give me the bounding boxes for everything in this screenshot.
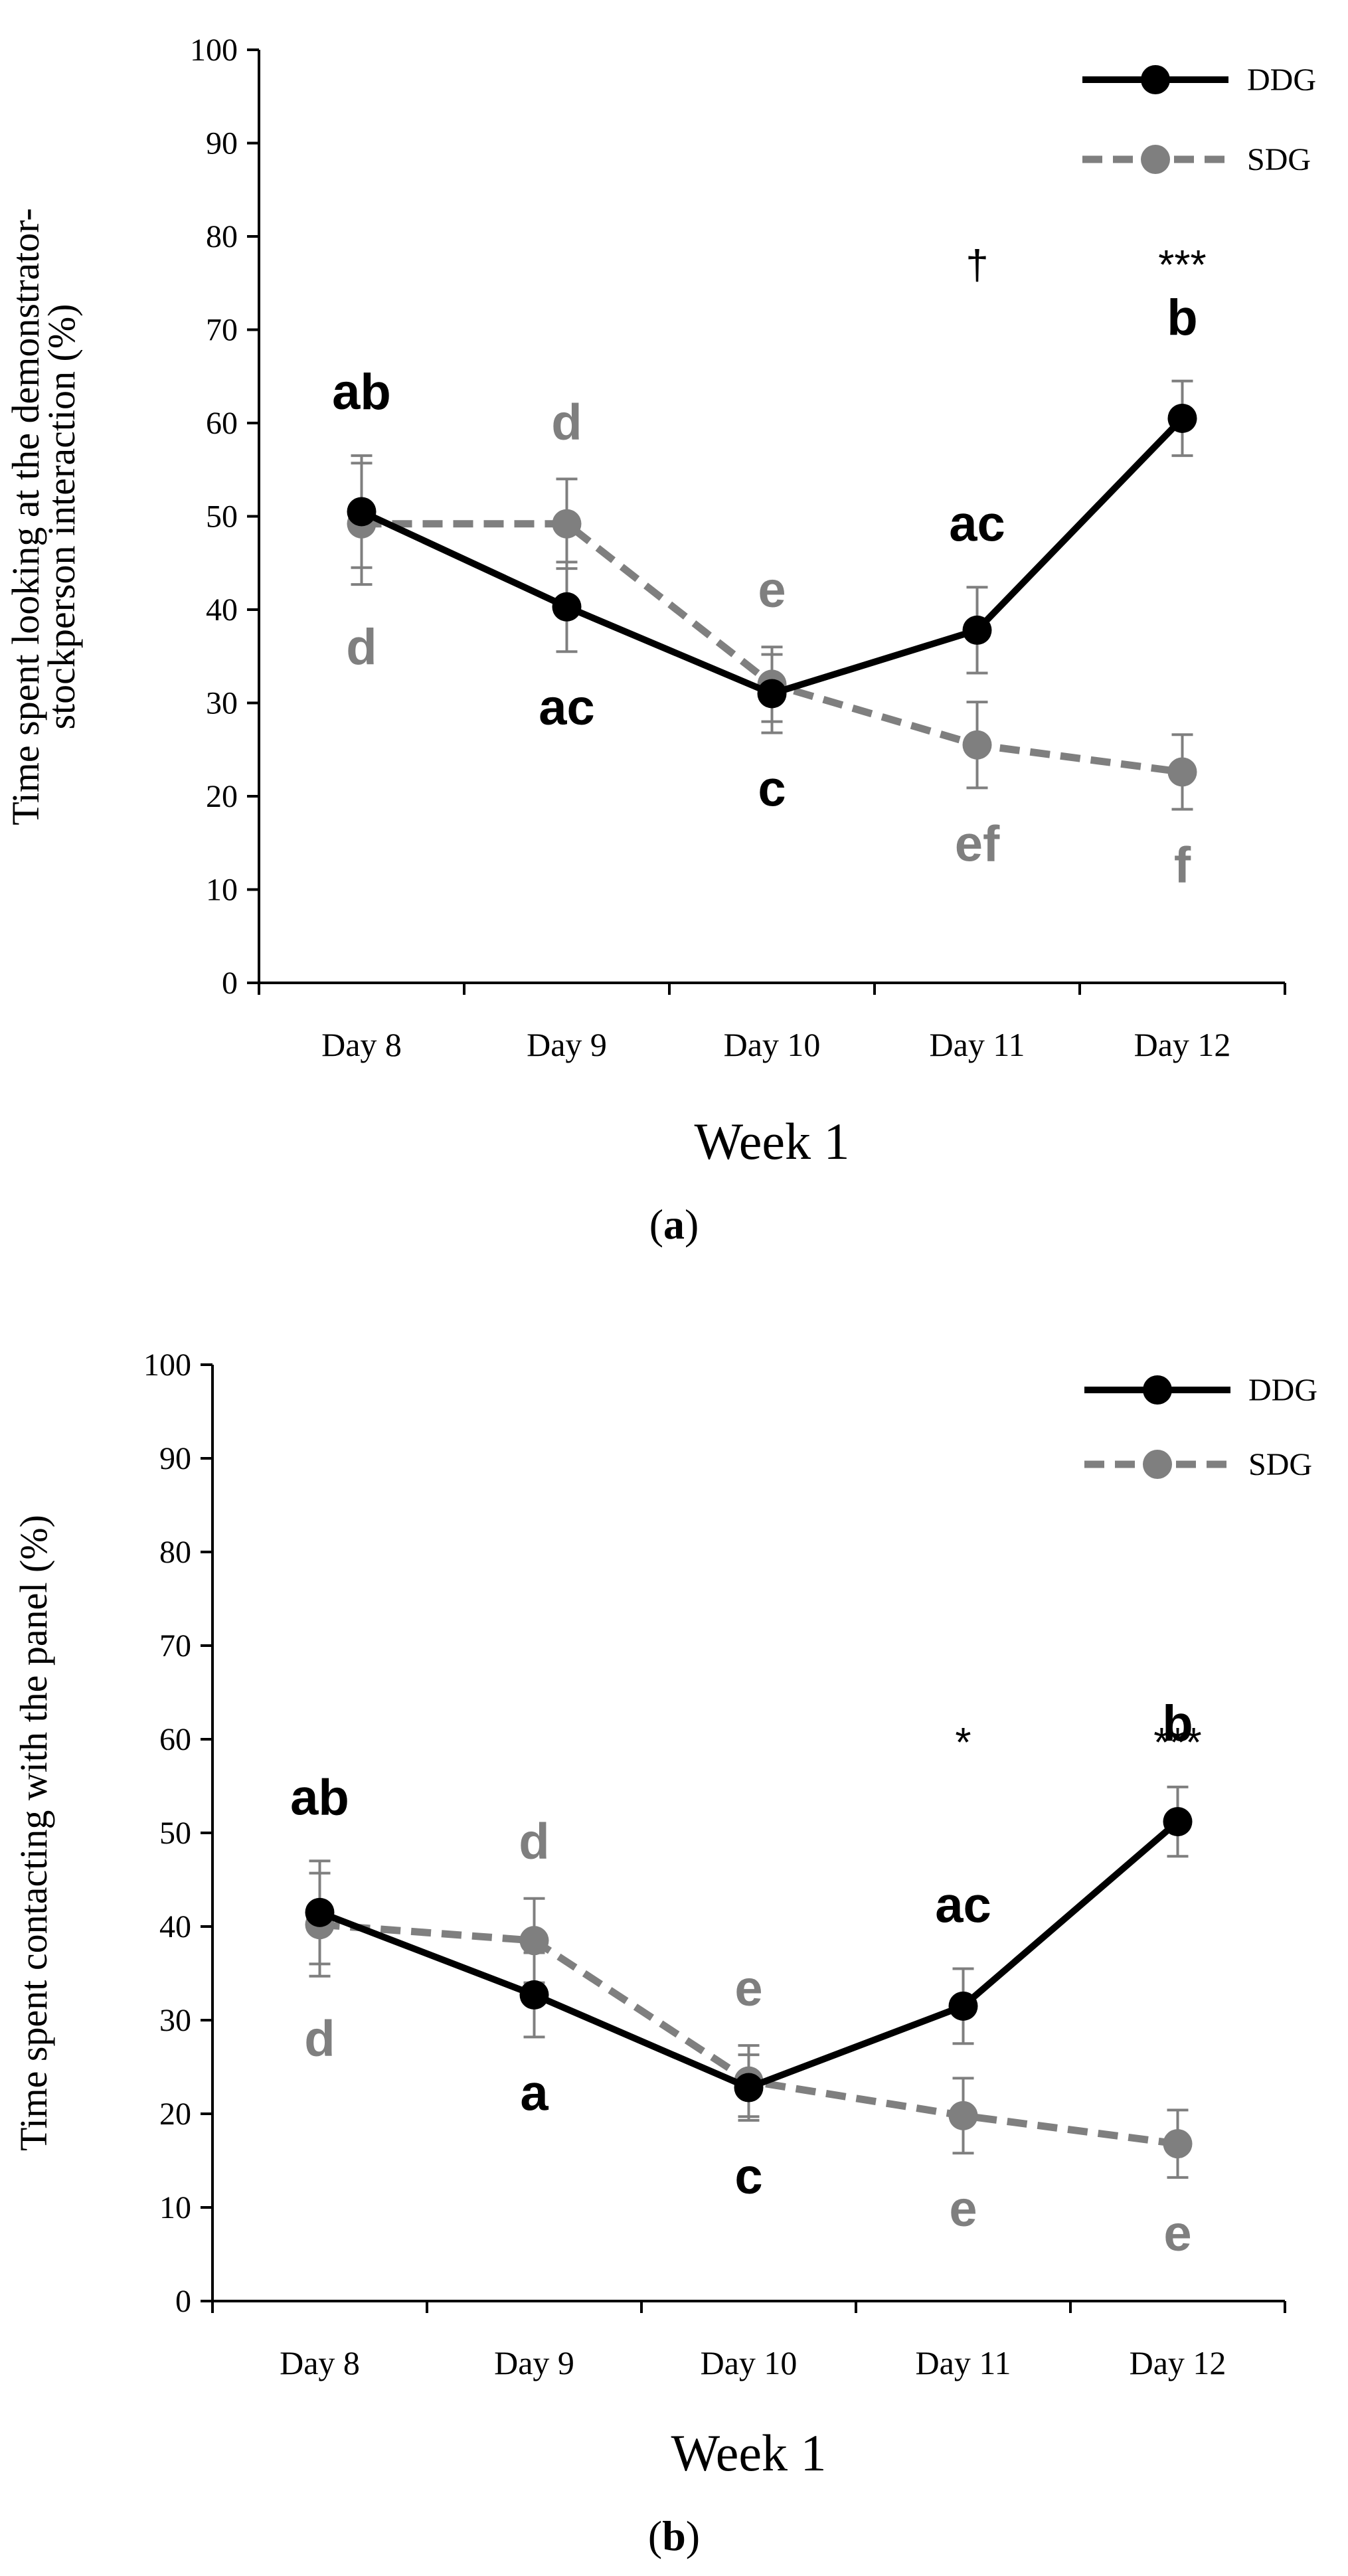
panel-a-y-tick-label: 50 (206, 499, 238, 535)
panel-a-series-sdg-letter: d (551, 394, 582, 450)
panel-a-series-sdg-point (552, 509, 582, 539)
panel-b-y-tick-label: 30 (159, 2003, 191, 2038)
panel-b-series-sdg-letter: d (519, 1814, 549, 1870)
panel-a-y-tick-label: 10 (206, 873, 238, 908)
panel-a-y-tick-label: 40 (206, 592, 238, 628)
panel-a-x-tick-label: Day 11 (930, 1026, 1025, 1063)
panel-a-series-sdg-letter: f (1174, 837, 1191, 894)
panel-b-series-sdg-letter: e (1163, 2205, 1191, 2262)
panel-a-series-ddg-letter: ac (539, 679, 595, 736)
panel-a-y-tick-label: 20 (206, 779, 238, 814)
panel-a-series-sdg-point (962, 730, 992, 760)
panel-b-significance-marker: * (955, 1720, 971, 1766)
panel-a-legend-marker-ddg (1141, 65, 1170, 94)
panel-b-significance-marker: *** (1153, 1720, 1201, 1766)
panel-b-y-tick-label: 0 (175, 2284, 191, 2319)
panel-b-y-axis-label: Time spent contacting with the panel (%) (12, 1515, 55, 2151)
panel-b-series-ddg-point (734, 2073, 764, 2103)
panel-b-y-tick-label: 90 (159, 1441, 191, 1476)
panel-a-y-axis-label: Time spent looking at the demonstrator- (4, 208, 47, 825)
panel-b-y-tick-label: 10 (159, 2190, 191, 2225)
panel-a-panel-label: (a) (649, 1201, 699, 1248)
panel-b-series-sdg-letter: e (734, 1960, 762, 2017)
panel-b-series-ddg-point (519, 1980, 549, 2010)
panel-b-x-tick-label: Day 9 (494, 2344, 574, 2381)
panel-a-y-tick-label: 70 (206, 313, 238, 348)
panel-a-x-tick-label: Day 9 (527, 1026, 607, 1063)
panel-a-series-sdg-letter: e (758, 562, 786, 618)
panel-a-series-ddg-point (552, 592, 582, 622)
panel-b-series-sdg-letter: e (949, 2181, 977, 2237)
panel-b-series-sdg-point (948, 2101, 978, 2130)
panel-b-x-tick-label: Day 8 (280, 2344, 360, 2381)
panel-a-series-ddg-letter: ab (332, 364, 391, 420)
panel-b-x-axis-label: Week 1 (671, 2424, 826, 2482)
panel-a-significance-marker: *** (1158, 242, 1206, 288)
panel-a-series-sdg-letter: d (346, 619, 377, 675)
panel-a-significance-marker: † (966, 242, 988, 288)
panel-a-series-ddg-letter: c (758, 760, 786, 817)
panel-b-y-tick-label: 80 (159, 1535, 191, 1570)
panel-b-series-sdg-point (1163, 2129, 1193, 2159)
panel-b-y-tick-label: 60 (159, 1722, 191, 1757)
panel-b-y-tick-label: 70 (159, 1628, 191, 1664)
panel-a-series-ddg-point (962, 615, 992, 645)
panel-a-legend-label-sdg: SDG (1247, 142, 1311, 177)
panel-b-series-sdg-letter: d (304, 2011, 335, 2067)
panel-a-series-ddg-point (347, 497, 377, 527)
panel-b-y-tick-label: 50 (159, 1816, 191, 1851)
panel-b-series-ddg-point (948, 1991, 978, 2021)
panel-a-y-tick-label: 30 (206, 686, 238, 721)
panel-b-series-ddg-letter: a (520, 2065, 548, 2121)
panel-a-series-ddg-letter: b (1167, 290, 1197, 346)
panel-a-y-tick-label: 100 (190, 33, 238, 68)
panel-b-legend-marker-sdg (1143, 1450, 1172, 1479)
panel-a-series-ddg-letter: ac (949, 495, 1005, 552)
panel-a-legend-marker-sdg (1141, 145, 1170, 174)
panel-b-series-ddg-letter: ac (935, 1877, 991, 1933)
panel-a-legend-label-ddg: DDG (1247, 62, 1316, 98)
panel-b-series-ddg-letter: ab (290, 1769, 349, 1826)
panel-b-x-tick-label: Day 11 (916, 2344, 1011, 2381)
panel-b-y-tick-label: 40 (159, 1909, 191, 1944)
panel-a-y-tick-label: 90 (206, 126, 238, 161)
panel-b-x-tick-label: Day 10 (701, 2344, 798, 2381)
panel-a-x-tick-label: Day 8 (321, 1026, 402, 1063)
panel-a-x-tick-label: Day 12 (1134, 1026, 1231, 1063)
panel-b-legend-label-ddg: DDG (1248, 1373, 1317, 1408)
panel-a-y-tick-label: 60 (206, 406, 238, 441)
panel-b-series-ddg-letter: b (1162, 1695, 1193, 1752)
panel-a-series-ddg-point (757, 679, 787, 709)
panel-b-series-ddg-letter: c (734, 2148, 762, 2205)
panel-a-y-axis-label: stockperson interaction (%) (40, 303, 83, 729)
panel-a-x-tick-label: Day 10 (724, 1026, 821, 1063)
panel-b-series-ddg-point (1163, 1807, 1193, 1837)
panel-a-y-tick-label: 80 (206, 219, 238, 254)
panel-b-x-tick-label: Day 12 (1130, 2344, 1226, 2381)
panel-a-series-ddg-point (1167, 403, 1197, 433)
panel-a-series-sdg-point (1167, 757, 1197, 787)
panel-b-y-tick-label: 20 (159, 2097, 191, 2132)
panel-b-legend-marker-ddg (1143, 1375, 1172, 1405)
panel-b-series-sdg-point (519, 1926, 549, 1956)
panel-a-y-tick-label: 0 (222, 966, 238, 1001)
panel-a-series-sdg-letter: ef (955, 816, 1000, 872)
panel-a-x-axis-label: Week 1 (694, 1112, 849, 1170)
panel-b-panel-label: (b) (648, 2512, 700, 2559)
panel-b-series-ddg-point (305, 1897, 335, 1927)
panel-b-legend-label-sdg: SDG (1248, 1447, 1312, 1482)
panel-b-y-tick-label: 100 (143, 1347, 191, 1383)
